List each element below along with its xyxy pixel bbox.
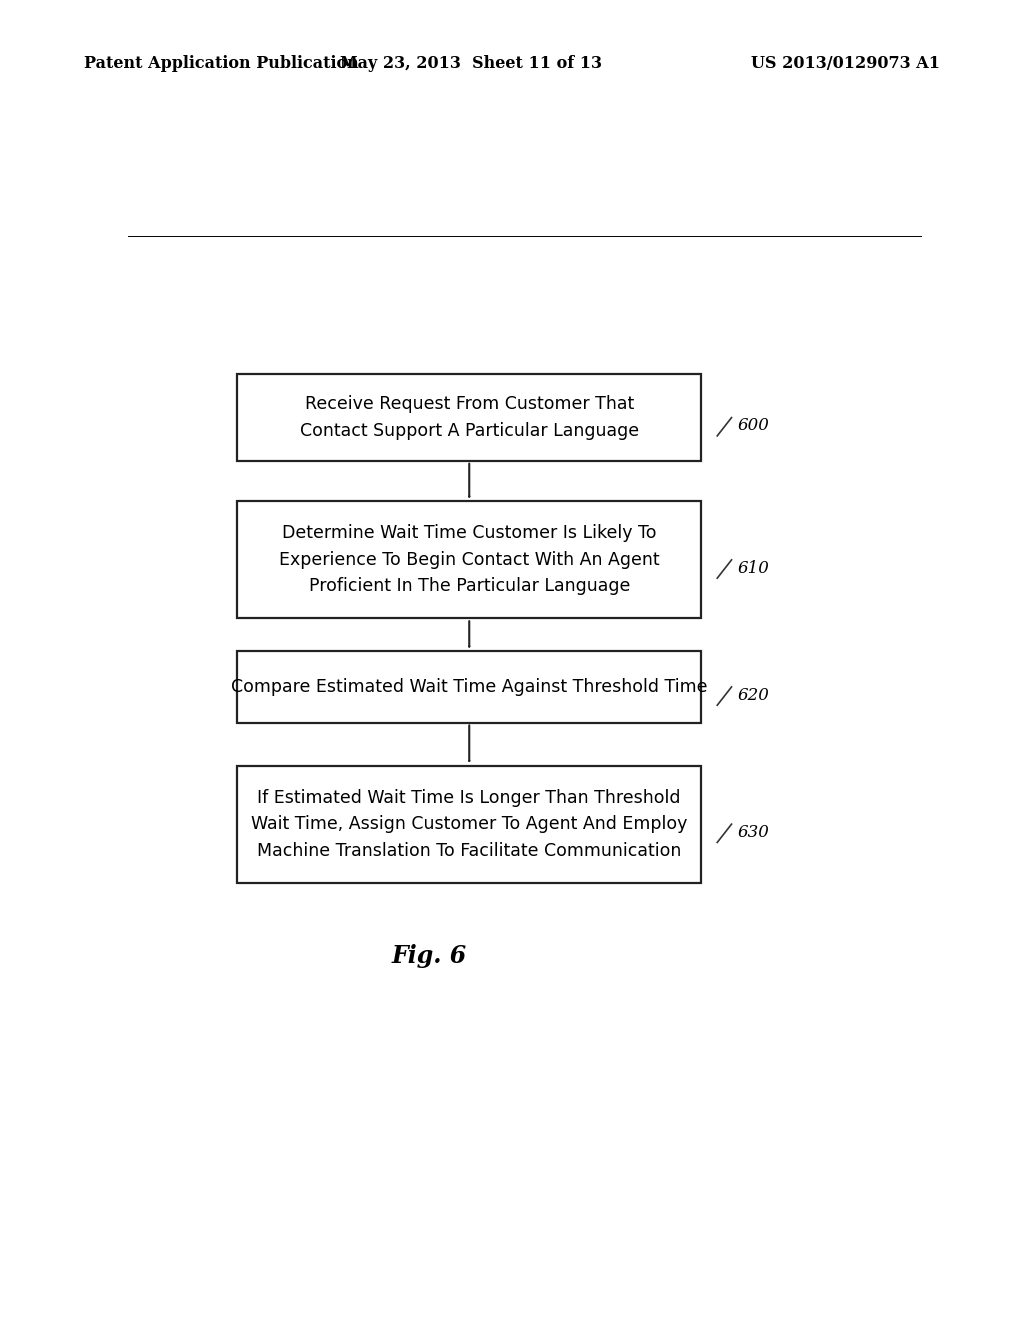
Text: 630: 630 xyxy=(738,824,770,841)
Bar xyxy=(238,766,701,883)
Text: May 23, 2013  Sheet 11 of 13: May 23, 2013 Sheet 11 of 13 xyxy=(340,55,602,71)
Bar xyxy=(238,651,701,722)
Text: 620: 620 xyxy=(738,686,770,704)
Text: Patent Application Publication: Patent Application Publication xyxy=(84,55,358,71)
Text: Compare Estimated Wait Time Against Threshold Time: Compare Estimated Wait Time Against Thre… xyxy=(231,678,708,696)
Text: 610: 610 xyxy=(738,560,770,577)
Text: 600: 600 xyxy=(738,417,770,434)
Bar xyxy=(238,502,701,618)
Text: Fig. 6: Fig. 6 xyxy=(392,944,467,969)
Bar xyxy=(238,375,701,461)
Text: US 2013/0129073 A1: US 2013/0129073 A1 xyxy=(751,55,940,71)
Text: If Estimated Wait Time Is Longer Than Threshold
Wait Time, Assign Customer To Ag: If Estimated Wait Time Is Longer Than Th… xyxy=(251,789,687,859)
Text: Determine Wait Time Customer Is Likely To
Experience To Begin Contact With An Ag: Determine Wait Time Customer Is Likely T… xyxy=(279,524,659,595)
Text: Receive Request From Customer That
Contact Support A Particular Language: Receive Request From Customer That Conta… xyxy=(300,396,639,440)
